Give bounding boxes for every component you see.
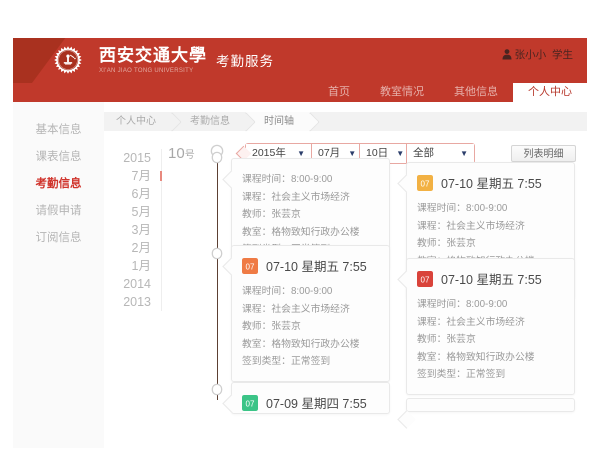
svg-text:07: 07 — [421, 275, 430, 284]
svg-text:07: 07 — [246, 399, 255, 408]
svg-text:07: 07 — [421, 179, 430, 188]
svg-text:07: 07 — [246, 262, 255, 271]
